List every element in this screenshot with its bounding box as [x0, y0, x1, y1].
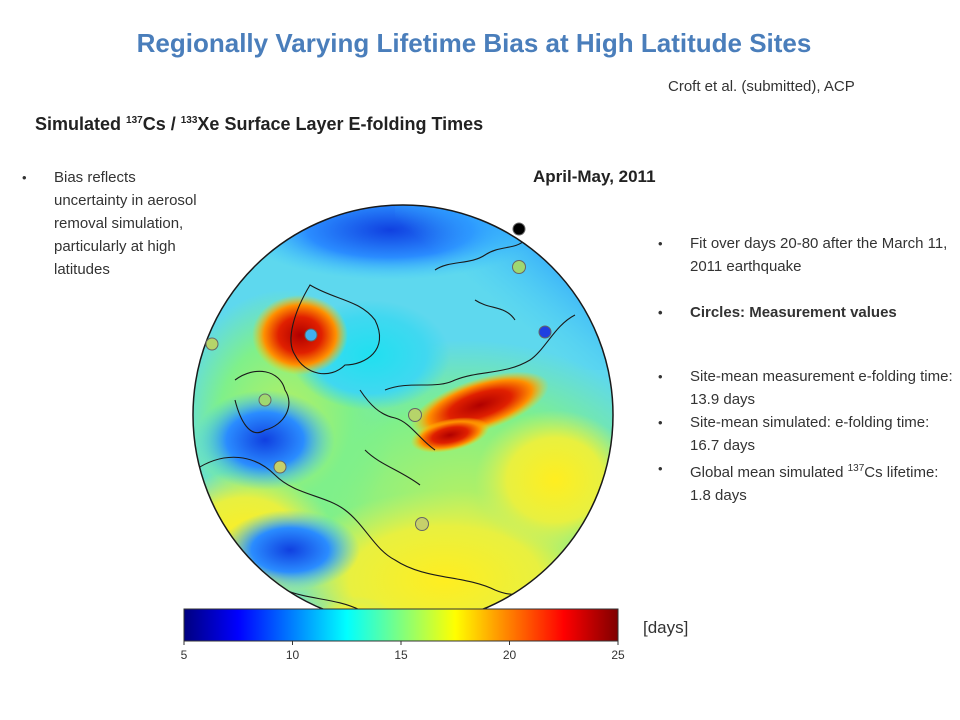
bullet-text-pre: Global mean simulated [690, 464, 848, 481]
site-marker [512, 260, 526, 274]
colorbar-ticks: 5 10 15 20 25 [181, 641, 625, 662]
coastline-baffin [234, 370, 290, 433]
bullet-text: Site-mean measurement e-folding time: 13… [690, 368, 953, 408]
colorbar-tick-label: 25 [611, 648, 625, 662]
site-marker [273, 460, 287, 474]
map-subtitle: Simulated 137Cs / 133Xe Surface Layer E-… [35, 114, 483, 135]
site-marker [205, 337, 219, 351]
bullet-text: Fit over days 20-80 after the March 11, … [690, 235, 948, 275]
bullet-text: Bias reflects uncertainty in aerosol rem… [54, 169, 197, 278]
bullet-text-post: Cs lifetime: 1.8 days [690, 464, 939, 504]
subtitle-sup-cs: 137 [126, 115, 143, 126]
bullet-dot: • [658, 305, 663, 320]
bullet-global-mean: • Global mean simulated 137Cs lifetime: 1… [658, 457, 958, 507]
bullet-sup: 137 [847, 463, 865, 474]
left-bullet-list: • Bias reflects uncertainty in aerosol re… [22, 166, 212, 281]
bullet-bias: • Bias reflects uncertainty in aerosol re… [22, 166, 212, 281]
map-hotspot-siberia-west [410, 417, 490, 453]
subtitle-mid: Cs / [142, 114, 181, 134]
map-region-cool-sw [220, 510, 360, 590]
measurement-sites [205, 222, 552, 531]
polar-map [192, 204, 614, 626]
colorbar-tick-label: 20 [503, 648, 517, 662]
subtitle-suffix: Xe Surface Layer E-folding Times [197, 114, 484, 134]
colorbar-tick-label: 10 [286, 648, 300, 662]
bullet-text: Circles: Measurement values [690, 304, 897, 321]
coastline-greenland [290, 284, 381, 375]
slide-title: Regionally Varying Lifetime Bias at High… [136, 28, 812, 58]
site-marker [408, 408, 422, 422]
site-marker [538, 325, 552, 339]
period-label: April-May, 2011 [533, 167, 656, 186]
colorbar-units: [days] [643, 618, 689, 637]
bullet-dot: • [658, 461, 663, 476]
bullet-dot: • [658, 415, 663, 430]
map-region-yellow-east [475, 410, 613, 550]
bullet-text: Site-mean simulated: e-folding time: 16.… [690, 414, 930, 454]
bullet-dot: • [658, 236, 663, 251]
subtitle-sup-xe: 133 [180, 115, 198, 126]
bullet-circles: • Circles: Measurement values [658, 301, 958, 324]
site-marker [304, 328, 318, 342]
colorbar-tick-label: 15 [394, 648, 408, 662]
colorbar: 5 10 15 20 25 [181, 608, 625, 662]
map-hotspot-greenland [252, 295, 348, 375]
bullet-site-mean-measurement: • Site-mean measurement e-folding time: 1… [658, 365, 958, 411]
coastline-islands [474, 299, 516, 321]
right-bullet-list: • Fit over days 20-80 after the March 11,… [658, 232, 958, 507]
site-marker [415, 517, 429, 531]
site-marker [258, 393, 272, 407]
coastline-scandinavia [359, 389, 436, 451]
subtitle-prefix: Simulated [35, 114, 127, 134]
bullet-site-mean-simulated: • Site-mean simulated: e-folding time: 16… [658, 411, 958, 457]
citation: Croft et al. (submitted), ACP [668, 78, 855, 95]
coastline-canada-north [434, 239, 526, 271]
coastline-baltic [364, 449, 421, 486]
site-marker [512, 222, 526, 236]
bullet-dot: • [22, 170, 27, 185]
bullet-fit: • Fit over days 20-80 after the March 11,… [658, 232, 958, 278]
colorbar-gradient [183, 608, 619, 642]
colorbar-tick-label: 5 [181, 648, 188, 662]
map-field [193, 205, 613, 625]
map-region-cool-w [195, 390, 335, 490]
coastline-siberia [384, 314, 576, 391]
bullet-dot: • [658, 369, 663, 384]
